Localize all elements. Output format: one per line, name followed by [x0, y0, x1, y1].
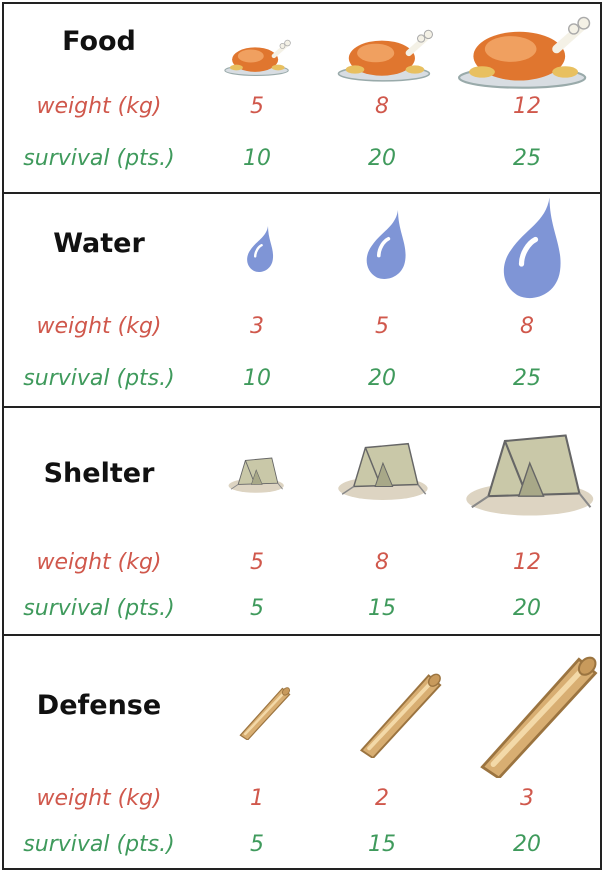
weight-value: 5: [250, 550, 264, 575]
weight-row: weight (kg) 3 5 8: [4, 314, 600, 348]
wooden-log-icon: [342, 662, 450, 758]
roast-chicken-icon: [222, 34, 294, 78]
section-title: Defense: [36, 690, 162, 721]
weight-value: 5: [375, 314, 389, 339]
weight-label: weight (kg): [36, 786, 162, 811]
tent-icon: [332, 434, 430, 502]
weight-value: 2: [375, 786, 389, 811]
survival-row: survival (pts.) 5 15 20: [4, 596, 600, 630]
weight-value: 1: [250, 786, 264, 811]
section-title: Water: [53, 228, 145, 259]
weight-value: 3: [250, 314, 264, 339]
survival-value: 25: [513, 146, 541, 171]
weight-value: 8: [375, 94, 389, 119]
weight-value: 5: [250, 94, 264, 119]
survival-value: 20: [368, 146, 396, 171]
survival-value: 20: [513, 832, 541, 857]
survival-value: 10: [243, 146, 271, 171]
wooden-log-icon: [228, 680, 296, 740]
survival-value: 25: [513, 366, 541, 391]
weight-value: 8: [520, 314, 534, 339]
survival-value: 15: [368, 596, 396, 621]
survival-row: survival (pts.) 10 20 25: [4, 146, 600, 180]
survival-value: 5: [250, 596, 264, 621]
section-title: Shelter: [43, 458, 155, 489]
water-drop-icon: [244, 224, 276, 276]
tent-icon: [224, 452, 286, 494]
water-drop-icon: [496, 194, 568, 306]
weight-row: weight (kg) 5 8 12: [4, 94, 600, 128]
weight-row: weight (kg) 5 8 12: [4, 550, 600, 584]
survival-value: 15: [368, 832, 396, 857]
roast-chicken-icon: [332, 22, 440, 84]
weight-label: weight (kg): [36, 550, 162, 575]
survival-label: survival (pts.): [23, 832, 175, 857]
wooden-log-icon: [460, 640, 604, 778]
survival-value: 20: [513, 596, 541, 621]
survival-value: 5: [250, 832, 264, 857]
survival-label: survival (pts.): [23, 146, 175, 171]
survival-row: survival (pts.) 5 15 20: [4, 832, 600, 866]
survival-label: survival (pts.): [23, 596, 175, 621]
weight-value: 12: [513, 94, 541, 119]
weight-label: weight (kg): [36, 314, 162, 339]
tent-icon: [458, 416, 596, 524]
weight-value: 3: [520, 786, 534, 811]
survival-label: survival (pts.): [23, 366, 175, 391]
water-drop-icon: [362, 206, 410, 286]
section-water: Water weight (kg) 3 5 8 sur: [4, 194, 600, 408]
section-title: Food: [62, 26, 136, 57]
weight-value: 8: [375, 550, 389, 575]
survival-value: 20: [368, 366, 396, 391]
section-defense: Defense weight (kg) 1: [4, 636, 600, 868]
roast-chicken-icon: [452, 6, 598, 92]
section-shelter: Shelter: [4, 408, 600, 636]
weight-label: weight (kg): [36, 94, 162, 119]
survival-row: survival (pts.) 10 20 25: [4, 366, 600, 400]
weight-row: weight (kg) 1 2 3: [4, 786, 600, 820]
survival-value: 10: [243, 366, 271, 391]
section-food: Food: [4, 4, 600, 194]
weight-value: 12: [513, 550, 541, 575]
